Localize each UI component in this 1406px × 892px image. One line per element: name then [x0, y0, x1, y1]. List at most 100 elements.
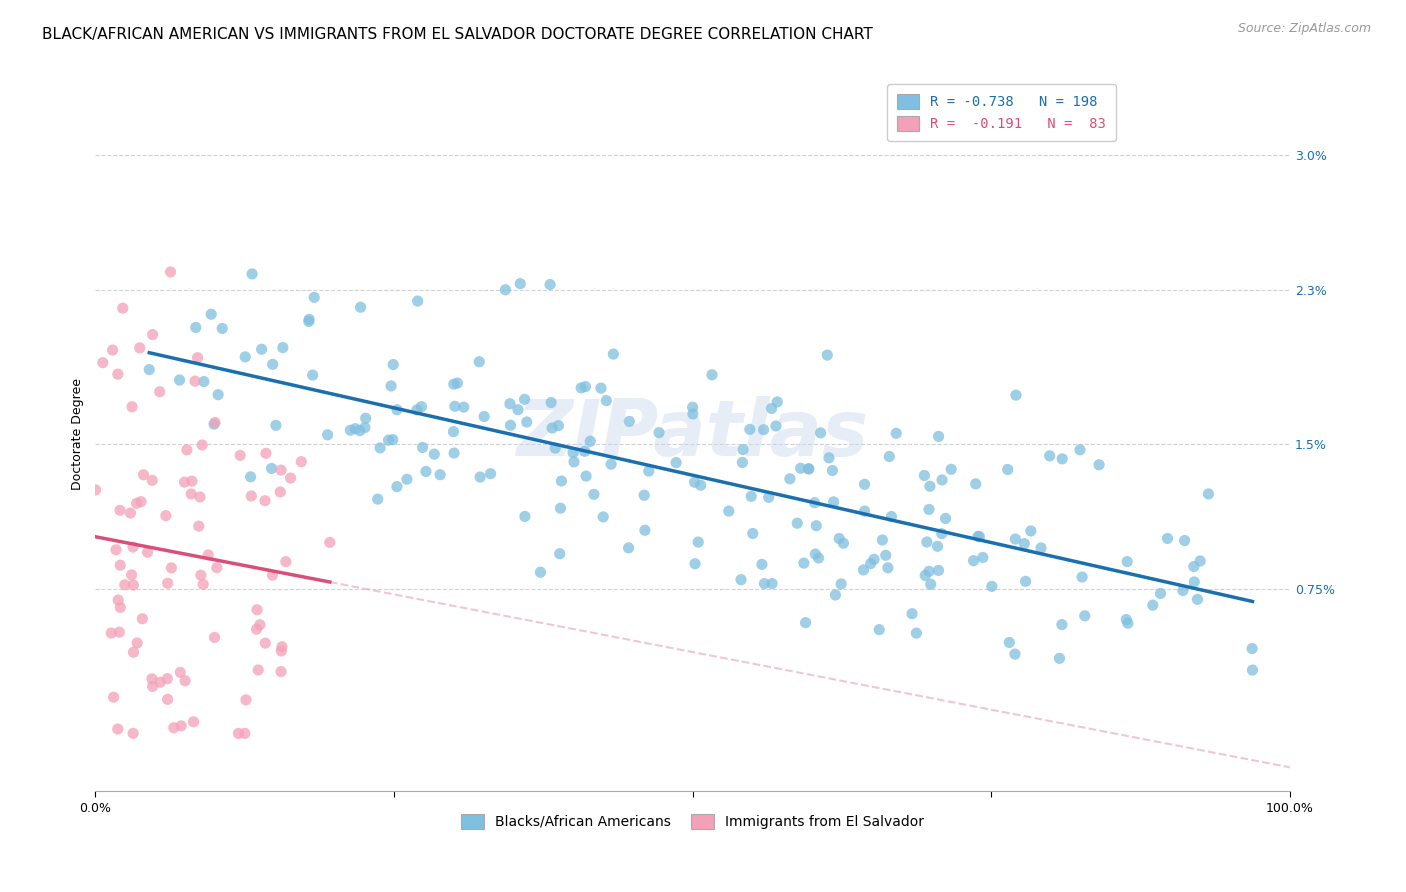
Point	[110, 600, 132, 615]
Point	[965, 476, 987, 491]
Point	[589, 381, 612, 395]
Point	[253, 493, 276, 508]
Point	[1004, 532, 1026, 546]
Point	[761, 401, 783, 416]
Point	[619, 414, 641, 428]
Point	[717, 504, 740, 518]
Point	[184, 320, 207, 334]
Point	[499, 418, 522, 433]
Point	[794, 615, 817, 630]
Point	[250, 343, 273, 357]
Point	[84, 483, 107, 497]
Legend: Blacks/African Americans, Immigrants from El Salvador: Blacks/African Americans, Immigrants fro…	[456, 808, 929, 834]
Point	[468, 355, 491, 369]
Point	[129, 494, 152, 508]
Point	[637, 464, 659, 478]
Text: BLACK/AFRICAN AMERICAN VS IMMIGRANTS FROM EL SALVADOR DOCTORATE DEGREE CORRELATI: BLACK/AFRICAN AMERICAN VS IMMIGRANTS FRO…	[42, 27, 873, 42]
Point	[254, 636, 277, 650]
Point	[962, 554, 984, 568]
Point	[758, 491, 780, 505]
Point	[395, 472, 418, 486]
Point	[91, 356, 114, 370]
Point	[302, 290, 325, 304]
Point	[1029, 541, 1052, 555]
Point	[429, 467, 451, 482]
Point	[207, 387, 229, 401]
Point	[280, 471, 302, 485]
Point	[821, 463, 844, 477]
Point	[633, 488, 655, 502]
Point	[765, 419, 787, 434]
Point	[316, 427, 339, 442]
Point	[740, 489, 762, 503]
Point	[120, 506, 142, 520]
Point	[1014, 574, 1036, 589]
Point	[509, 277, 531, 291]
Point	[789, 461, 811, 475]
Point	[931, 526, 953, 541]
Point	[354, 411, 377, 425]
Point	[1050, 617, 1073, 632]
Point	[804, 547, 827, 561]
Point	[204, 631, 226, 645]
Point	[918, 479, 941, 493]
Point	[380, 379, 402, 393]
Point	[918, 502, 941, 516]
Point	[665, 456, 688, 470]
Point	[1149, 586, 1171, 600]
Point	[853, 477, 876, 491]
Point	[969, 530, 991, 544]
Point	[915, 535, 938, 549]
Point	[190, 568, 212, 582]
Point	[141, 474, 163, 488]
Point	[149, 384, 172, 399]
Point	[176, 442, 198, 457]
Point	[233, 726, 256, 740]
Point	[779, 472, 801, 486]
Point	[423, 447, 446, 461]
Point	[538, 277, 561, 292]
Point	[101, 343, 124, 357]
Point	[382, 358, 405, 372]
Point	[415, 465, 437, 479]
Point	[912, 468, 935, 483]
Point	[472, 409, 495, 424]
Point	[600, 457, 623, 471]
Point	[928, 563, 950, 577]
Point	[184, 374, 207, 388]
Point	[443, 377, 465, 392]
Point	[797, 462, 820, 476]
Point	[406, 294, 429, 309]
Point	[868, 623, 890, 637]
Point	[247, 663, 270, 677]
Point	[197, 548, 219, 562]
Point	[793, 556, 815, 570]
Point	[807, 551, 830, 566]
Point	[228, 726, 250, 740]
Point	[204, 416, 226, 430]
Point	[1116, 555, 1139, 569]
Point	[880, 509, 903, 524]
Point	[235, 693, 257, 707]
Point	[170, 719, 193, 733]
Point	[122, 645, 145, 659]
Point	[574, 444, 596, 458]
Point	[872, 533, 894, 547]
Point	[142, 327, 165, 342]
Point	[121, 400, 143, 414]
Point	[634, 523, 657, 537]
Point	[169, 373, 191, 387]
Point	[879, 450, 901, 464]
Point	[544, 441, 567, 455]
Point	[741, 526, 763, 541]
Point	[132, 467, 155, 482]
Point	[700, 368, 723, 382]
Point	[142, 680, 165, 694]
Point	[1241, 663, 1264, 677]
Point	[412, 441, 434, 455]
Point	[141, 672, 163, 686]
Point	[803, 496, 825, 510]
Point	[446, 376, 468, 390]
Point	[1182, 574, 1205, 589]
Point	[824, 588, 846, 602]
